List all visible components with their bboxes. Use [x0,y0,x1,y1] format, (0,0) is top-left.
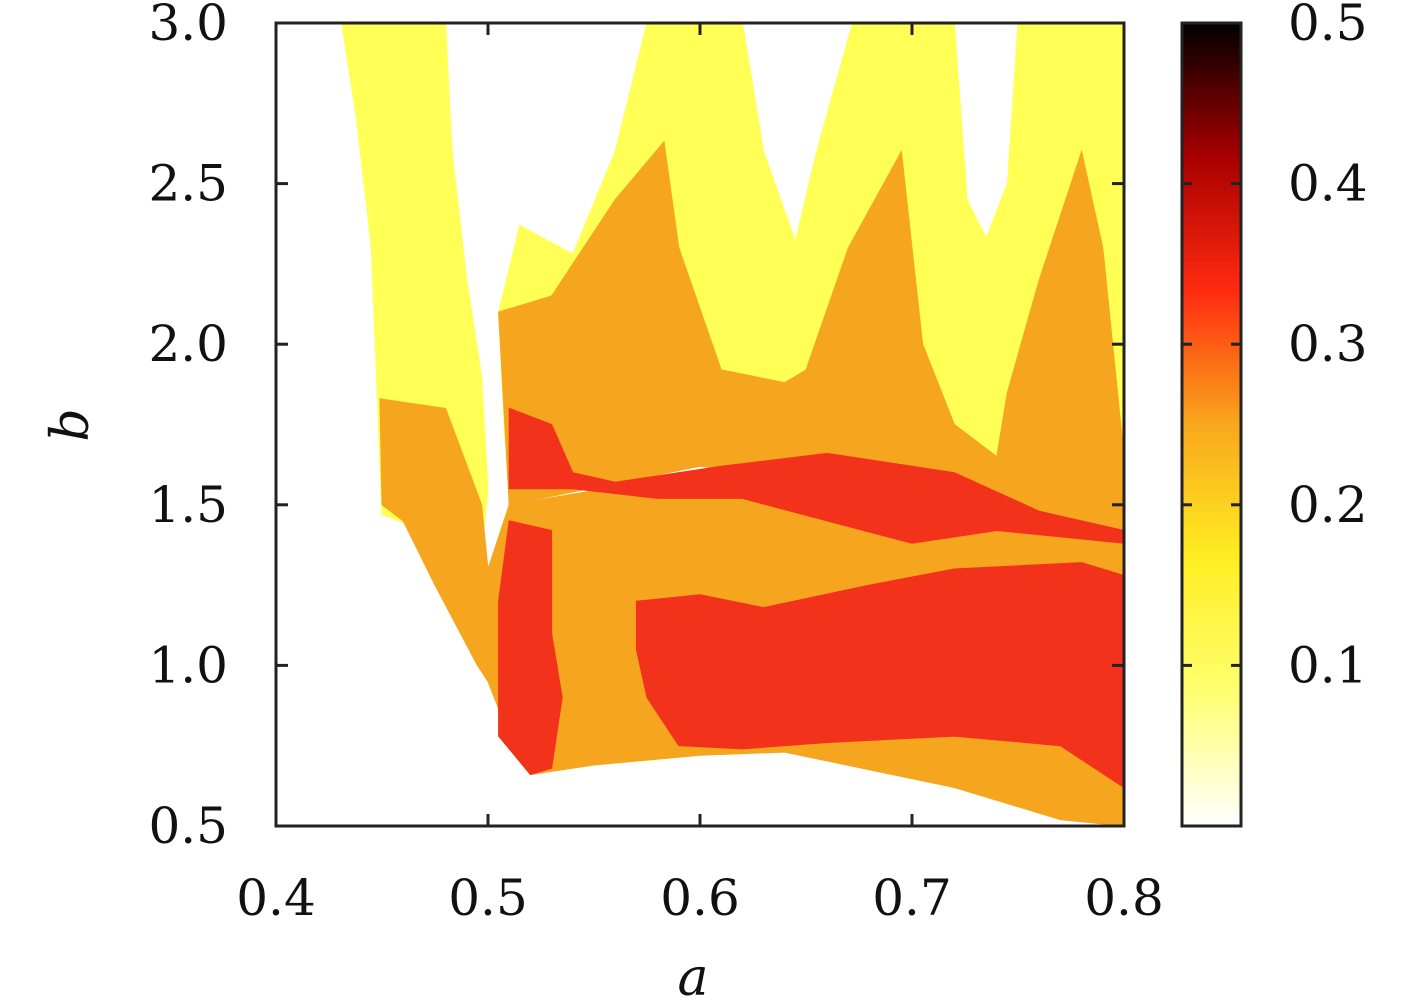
y-tick-label-5: 3.0 [148,0,228,52]
heatmap-region-4 [498,520,563,776]
y-axis-title: b [41,408,101,441]
y-tick-label-0: 0.5 [148,797,228,855]
heatmap-region-5 [635,562,1124,789]
heatmap-regions [341,23,1124,826]
x-axis-ticks: 0.4 0.5 0.6 0.7 0.8 [236,23,1164,927]
colorbar-ticks: 0.1 0.2 0.3 0.4 0.5 [1182,0,1368,694]
y-tick-label-1: 1.0 [148,636,228,694]
y-tick-label-3: 2.0 [148,315,228,373]
heatmap-region-6 [508,407,1124,544]
x-tick-label-0: 0.4 [236,869,316,927]
x-tick-label-4: 0.8 [1084,869,1164,927]
colorbar-tick-label-2: 0.3 [1288,315,1368,373]
x-tick-label-2: 0.6 [660,869,740,927]
colorbar-tick-label-3: 0.4 [1288,155,1368,213]
y-tick-label-4: 2.5 [148,155,228,213]
x-tick-label-1: 0.5 [448,869,528,927]
y-axis-ticks: 0.5 1.0 1.5 2.0 2.5 3.0 [148,0,1124,855]
x-axis-title: a [677,948,708,1004]
heatmap-region-0 [341,23,489,554]
colorbar-frame [1180,21,1243,828]
colorbar-tick-label-4: 0.5 [1288,0,1368,52]
colorbar [1182,23,1241,826]
colorbar-tick-label-1: 0.2 [1288,476,1368,534]
colorbar-tick-label-0: 0.1 [1288,636,1368,694]
y-tick-label-2: 1.5 [148,476,228,534]
x-tick-label-3: 0.7 [872,869,952,927]
